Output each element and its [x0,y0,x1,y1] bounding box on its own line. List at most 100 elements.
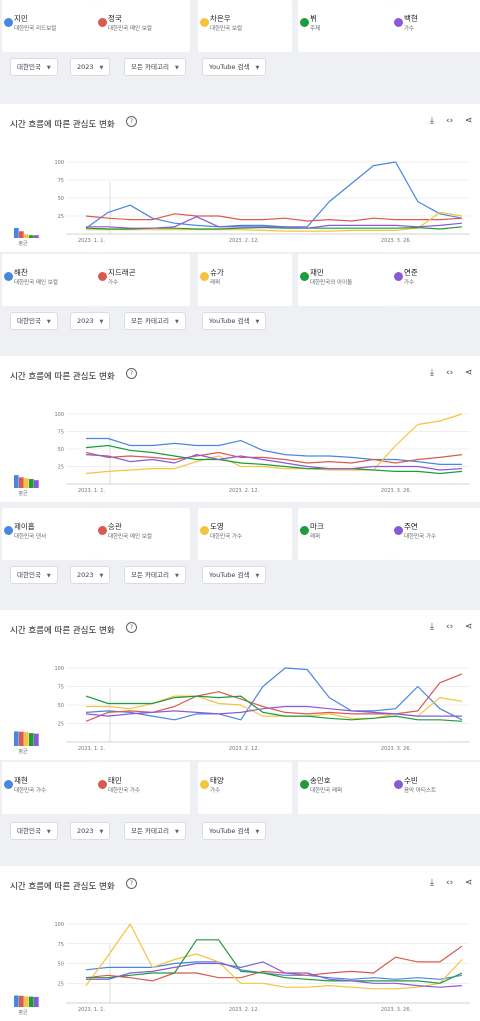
y-tick-label: 50 [58,962,64,968]
legend-card[interactable]: 태민 대한민국 가수 [96,762,190,814]
share-icon[interactable]: ⋖ [465,368,473,378]
series-line [85,454,463,471]
legend-card[interactable]: 주연 대한민국 가수 [392,508,480,560]
region-filter[interactable]: 대한민국 ▼ [10,822,58,840]
embed-icon[interactable]: ‹› [446,368,454,378]
category-filter[interactable]: 모든 카테고리 ▼ [124,312,186,330]
average-bar [24,234,29,238]
y-tick-label: 75 [58,430,64,436]
x-tick-label: 2023. 3. 26. [381,238,412,244]
year-filter[interactable]: 2023 ▼ [70,58,111,76]
caret-down-icon: ▼ [99,573,104,579]
x-tick-label: 2023. 2. 12. [229,1007,260,1013]
filter-label: YouTube 검색 [209,317,250,325]
legend-card[interactable]: 해찬 대한민국 메인 보컬 [2,254,96,306]
legend-card[interactable]: 지민 대한민국 리드보컬 [2,0,96,52]
category-filter[interactable]: 모든 카테고리 ▼ [124,822,186,840]
search-type-filter[interactable]: YouTube 검색 ▼ [202,566,267,584]
download-icon[interactable]: ⤓ [430,878,434,888]
share-icon[interactable]: ⋖ [465,622,473,632]
region-filter[interactable]: 대한민국 ▼ [10,58,58,76]
legend-row-3: 제이홉 대한민국 댄서 승관 대한민국 메인 보컬 도영 대한민국 가수 마크 래퍼 주연 대한민… [0,508,480,560]
caret-down-icon: ▼ [174,65,179,71]
legend-card[interactable]: 재민 대한민국의 아이돌 [298,254,392,306]
trend-chart: 평균 25 50 75 100 2023. 1. 1. 2023. 2. 12. 2023. … [14,922,470,1016]
legend-name: 뷔 [310,14,317,23]
download-icon[interactable]: ⤓ [430,622,434,632]
legend-name: 송민호 [310,776,331,785]
legend-subtitle: 가수 [108,280,119,286]
caret-down-icon: ▼ [46,65,51,71]
help-icon[interactable]: ? [126,368,137,379]
category-filter[interactable]: 모든 카테고리 ▼ [124,566,186,584]
legend-card[interactable]: 승관 대한민국 메인 보컬 [96,508,190,560]
average-bar [24,996,29,1007]
y-tick-label: 100 [54,666,64,672]
average-bar [34,235,39,238]
series-color-dot [200,272,209,281]
legend-card[interactable]: 정국 대한민국 메인 보컬 [96,0,190,52]
x-tick-label: 2023. 3. 26. [381,488,412,494]
series-line [85,961,463,980]
legend-card[interactable]: 태양 가수 [198,762,292,814]
legend-row-2: 해찬 대한민국 메인 보컬 지드래곤 가수 슈가 래퍼 재민 대한민국의 아이돌 연준 가수 [0,254,480,306]
legend-subtitle: 래퍼 [210,280,221,286]
legend-row-1: 지민 대한민국 리드보컬 정국 대한민국 메인 보컬 차은우 대한민국 보컬 뷔 주제 백현 가수 [0,0,480,52]
help-icon[interactable]: ? [126,622,137,633]
download-icon[interactable]: ⤓ [430,116,434,126]
legend-name: 태양 [210,776,224,785]
average-label: 평균 [18,748,28,755]
year-filter[interactable]: 2023 ▼ [70,312,111,330]
share-icon[interactable]: ⋖ [465,116,473,126]
legend-card[interactable]: 수빈 음악 아티스트 [392,762,480,814]
filter-row-4: 대한민국 ▼ 2023 ▼ 모든 카테고리 ▼ YouTube 검색 ▼ [0,818,480,844]
legend-card[interactable]: 연준 가수 [392,254,480,306]
y-tick-label: 25 [58,214,64,220]
search-type-filter[interactable]: YouTube 검색 ▼ [202,312,267,330]
legend-card[interactable]: 슈가 래퍼 [198,254,292,306]
legend-card[interactable]: 재현 대한민국 가수 [2,762,96,814]
help-icon[interactable]: ? [126,116,137,127]
legend-card[interactable]: 제이홉 대한민국 댄서 [2,508,96,560]
legend-card[interactable]: 송민호 대한민국 래퍼 [298,762,392,814]
series-color-dot [200,780,209,789]
legend-card[interactable]: 뷔 주제 [298,0,392,52]
share-icon[interactable]: ⋖ [465,878,473,888]
x-tick-label: 2023. 1. 1. [78,488,105,494]
caret-down-icon: ▼ [255,573,260,579]
legend-card[interactable]: 마크 래퍼 [298,508,392,560]
search-type-filter[interactable]: YouTube 검색 ▼ [202,58,267,76]
help-icon[interactable]: ? [126,878,137,889]
legend-name: 재민 [310,268,324,277]
region-filter[interactable]: 대한민국 ▼ [10,312,58,330]
average-bar [14,475,19,488]
embed-icon[interactable]: ‹› [446,622,454,632]
average-bar [14,731,19,746]
category-filter[interactable]: 모든 카테고리 ▼ [124,58,186,76]
filter-label: 2023 [77,571,94,579]
region-filter[interactable]: 대한민국 ▼ [10,566,58,584]
legend-subtitle: 대한민국 가수 [108,788,141,794]
y-tick-label: 75 [58,685,64,691]
embed-icon[interactable]: ‹› [446,116,454,126]
legend-card[interactable]: 차은우 대한민국 보컬 [198,0,292,52]
year-filter[interactable]: 2023 ▼ [70,566,111,584]
embed-icon[interactable]: ‹› [446,878,454,888]
average-bar [29,235,34,238]
legend-card[interactable]: 지드래곤 가수 [96,254,190,306]
series-color-dot [4,526,13,535]
download-icon[interactable]: ⤓ [430,368,434,378]
search-type-filter[interactable]: YouTube 검색 ▼ [202,822,267,840]
year-filter[interactable]: 2023 ▼ [70,822,111,840]
series-color-dot [300,18,309,27]
legend-row-4: 재현 대한민국 가수 태민 대한민국 가수 태양 가수 송민호 대한민국 래퍼 수빈 음악 아티스… [0,762,480,814]
legend-subtitle: 가수 [404,26,415,32]
legend-name: 백현 [404,14,418,23]
legend-card[interactable]: 도영 대한민국 가수 [198,508,292,560]
average-bar [19,231,24,238]
average-label: 평균 [18,240,28,247]
series-color-dot [98,18,107,27]
filter-label: YouTube 검색 [209,827,250,835]
series-line [86,961,463,988]
